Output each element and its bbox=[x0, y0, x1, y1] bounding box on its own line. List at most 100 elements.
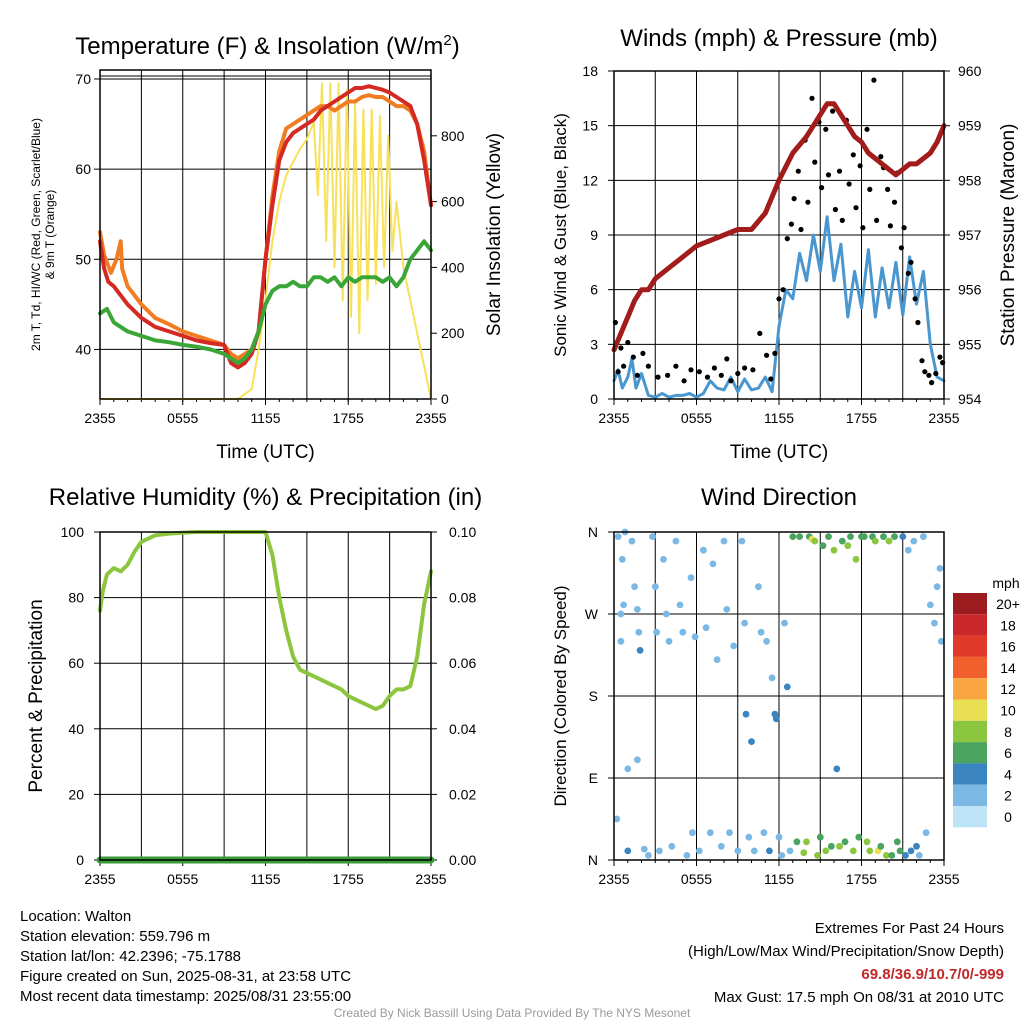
gust-point bbox=[630, 354, 636, 360]
y-tick-label-left: W bbox=[585, 606, 599, 622]
y-tick-label-left: 40 bbox=[68, 721, 84, 737]
y-tick-label-left: 3 bbox=[590, 336, 598, 352]
x-tick-label: 2355 bbox=[84, 871, 115, 887]
x-tick-label: 2355 bbox=[928, 410, 959, 426]
wind-direction-point bbox=[920, 533, 927, 540]
colorbar-label: 0 bbox=[1004, 809, 1012, 825]
wind-direction-point bbox=[772, 715, 780, 723]
gust-point bbox=[864, 126, 870, 132]
gust-point bbox=[929, 380, 935, 386]
wind-direction-point bbox=[645, 852, 652, 859]
gust-point bbox=[839, 217, 845, 223]
gust-point bbox=[874, 217, 880, 223]
wind-direction-point bbox=[687, 574, 695, 581]
x-tick-label: 0555 bbox=[681, 410, 712, 426]
wind-direction-point bbox=[763, 637, 770, 645]
gust-point bbox=[768, 376, 774, 382]
colorbar-label: 18 bbox=[1000, 617, 1016, 633]
plot-frame bbox=[613, 531, 945, 861]
max-gust: Max Gust: 17.5 mph On 08/31 at 2010 UTC bbox=[713, 989, 1004, 1006]
wind-direction-point bbox=[825, 533, 832, 540]
colorbar-label: 2 bbox=[1004, 788, 1012, 804]
wind-direction-point bbox=[896, 847, 904, 855]
y-tick-label-right: 954 bbox=[958, 391, 982, 407]
wind-direction-point bbox=[819, 542, 827, 550]
station-location: Location: Walton bbox=[20, 908, 132, 925]
gust-point bbox=[832, 206, 839, 213]
temp-2m-line bbox=[98, 84, 433, 370]
wind-direction-point bbox=[679, 628, 687, 636]
wind-direction-point bbox=[882, 852, 890, 859]
wind-direction-point bbox=[757, 628, 765, 636]
gust-point bbox=[784, 236, 790, 242]
chart-title: Relative Humidity (%) & Precipitation (i… bbox=[49, 484, 482, 511]
wind-direction-point bbox=[913, 842, 920, 850]
x-tick-label: 2355 bbox=[598, 410, 629, 426]
wind-direction-point bbox=[866, 847, 874, 855]
wind-direction-point bbox=[617, 637, 625, 645]
y-tick-label-right: 800 bbox=[441, 128, 465, 144]
insolation-line bbox=[99, 82, 432, 400]
gust-point bbox=[735, 370, 741, 377]
dewpoint-line bbox=[98, 239, 433, 365]
wind-direction-point bbox=[656, 847, 663, 855]
x-tick-label: 1155 bbox=[250, 410, 280, 426]
y-tick-label-left: 0 bbox=[590, 391, 598, 407]
y-tick-label-right: 0.10 bbox=[449, 524, 476, 540]
wind-direction-point bbox=[723, 606, 731, 613]
y-tick-label-right: 0.08 bbox=[449, 590, 476, 606]
wind-direction-point bbox=[702, 624, 710, 632]
gust-point bbox=[772, 350, 778, 356]
wind-direction-point bbox=[717, 842, 725, 850]
colorbar-label: 4 bbox=[1004, 766, 1012, 782]
wind-direction-point bbox=[700, 546, 707, 554]
gust-point bbox=[645, 363, 652, 369]
wind-direction-point bbox=[904, 546, 912, 554]
x-tick-label: 0555 bbox=[681, 871, 712, 887]
y-tick-label-right: 959 bbox=[958, 118, 982, 134]
wind-direction-point bbox=[778, 852, 786, 859]
y-tick-label-right: 200 bbox=[441, 325, 465, 341]
colorbar-swatch bbox=[953, 720, 987, 743]
wind-direction-point bbox=[760, 829, 768, 837]
gust-point bbox=[919, 358, 925, 364]
y-tick-label-left: 0 bbox=[76, 852, 84, 868]
wind-direction-point bbox=[793, 838, 801, 846]
y-tick-label-right: 0.02 bbox=[449, 786, 476, 802]
wind-direction-point bbox=[691, 633, 699, 641]
wind-direction-point bbox=[893, 838, 901, 846]
extremes-subtitle: (High/Low/Max Wind/Precipitation/Snow De… bbox=[688, 943, 1004, 960]
y-tick-label-left: E bbox=[589, 770, 598, 786]
chart-title: Temperature (F) & Insolation (W/m2) bbox=[75, 32, 459, 60]
gust-point bbox=[688, 367, 694, 373]
x-tick-label: 0555 bbox=[167, 410, 198, 426]
x-tick-label: 2355 bbox=[598, 871, 629, 887]
x-tick-label: 1155 bbox=[764, 871, 794, 887]
gust-point bbox=[823, 126, 829, 132]
y-tick-label-left: 60 bbox=[68, 655, 84, 671]
y-axis-label-right: Station Pressure (Maroon) bbox=[998, 124, 1019, 347]
gust-point bbox=[857, 163, 863, 169]
wind-direction-point bbox=[926, 601, 934, 609]
wind-direction-point bbox=[891, 533, 898, 540]
gust-point bbox=[696, 369, 702, 375]
gust-point bbox=[788, 221, 795, 227]
x-tick-label: 0555 bbox=[167, 871, 198, 887]
y-tick-label-left: 100 bbox=[61, 524, 85, 540]
wind-direction-point bbox=[617, 610, 625, 618]
colorbar-label: 10 bbox=[1000, 703, 1016, 719]
wind-direction-point bbox=[734, 847, 742, 855]
y-tick-label-left: 80 bbox=[68, 590, 84, 606]
gust-point bbox=[742, 365, 748, 371]
wind-direction-point bbox=[713, 656, 721, 663]
wind-direction-point bbox=[847, 533, 854, 540]
station-latlon: Station lat/lon: 42.2396; -75.1788 bbox=[20, 948, 242, 965]
wind-panel: Winds (mph) & Pressure (mb) 2355 0555 1155 1… bbox=[551, 25, 1019, 463]
gust-point bbox=[878, 154, 884, 160]
gust-point bbox=[912, 296, 918, 302]
gust-point bbox=[885, 186, 891, 192]
wind-direction-point bbox=[624, 765, 632, 773]
wind-direction-point bbox=[786, 847, 794, 855]
